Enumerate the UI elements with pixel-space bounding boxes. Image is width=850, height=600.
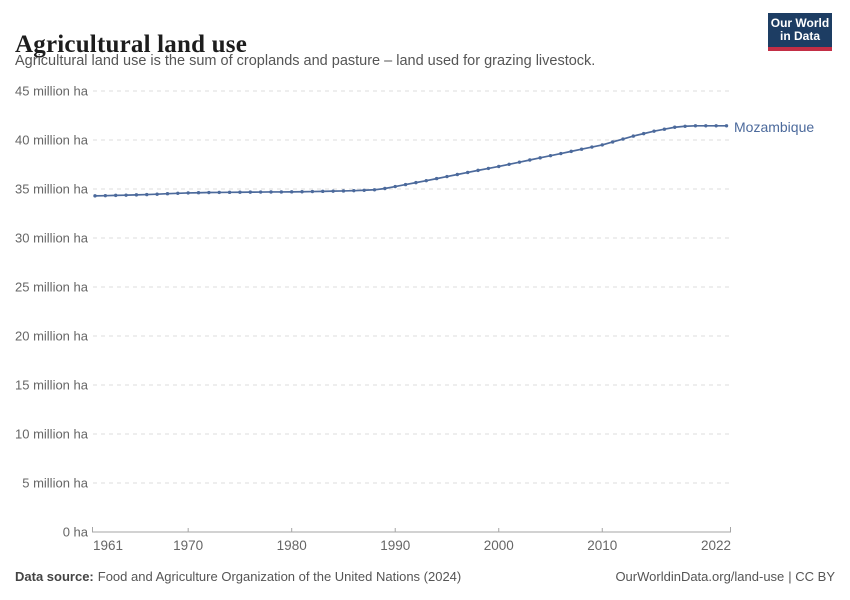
data-point <box>507 162 511 167</box>
y-axis-tick-label: 35 million ha <box>15 182 89 197</box>
data-point <box>465 170 470 175</box>
chart-footer: Data source: Food and Agriculture Organiz… <box>15 569 835 584</box>
data-point <box>300 190 304 194</box>
data-point <box>362 188 366 192</box>
data-point <box>238 190 242 194</box>
data-point <box>258 190 263 194</box>
data-point <box>673 125 677 129</box>
data-point <box>476 168 480 173</box>
data-point <box>590 145 594 149</box>
x-axis-tick-label: 1970 <box>173 538 203 553</box>
data-point <box>372 188 377 192</box>
data-point <box>662 127 667 131</box>
owid-logo[interactable]: Our World in Data <box>768 13 832 51</box>
chart-title: Agricultural land use <box>15 30 247 58</box>
x-axis-tick-label: 2000 <box>484 538 514 553</box>
data-point <box>186 191 190 195</box>
data-point <box>683 124 687 128</box>
data-point <box>207 190 211 195</box>
data-point <box>414 180 418 185</box>
data-point <box>279 190 284 194</box>
data-point <box>610 140 615 144</box>
y-axis-tick-label: 25 million ha <box>15 280 89 295</box>
data-point <box>724 124 729 128</box>
x-axis-tick-label: 1961 <box>93 538 123 553</box>
y-axis-tick-label: 45 million ha <box>15 84 89 99</box>
owid-logo-line1: Our World <box>770 16 830 30</box>
data-point <box>714 124 718 128</box>
data-point <box>321 189 325 194</box>
data-point <box>289 190 294 194</box>
owid-logo-line2: in Data <box>779 29 820 43</box>
y-axis-tick-label: 20 million ha <box>15 329 89 344</box>
data-line <box>94 124 727 197</box>
data-point <box>559 151 563 156</box>
data-source-note: Data source: Food and Agriculture Organiz… <box>15 569 461 584</box>
data-point <box>652 129 656 133</box>
data-point <box>227 190 232 195</box>
data-point <box>393 184 397 189</box>
footer-attribution: OurWorldinData.org/land-use | CC BY <box>615 569 835 584</box>
data-point <box>600 143 604 147</box>
data-source-text: Food and Agriculture Organization of the… <box>97 569 462 584</box>
series-label-mozambique: Mozambique <box>734 119 815 135</box>
data-point <box>352 188 356 193</box>
data-point <box>134 193 139 197</box>
data-point <box>528 158 532 162</box>
data-point <box>269 190 273 194</box>
data-point <box>631 134 636 138</box>
data-point <box>693 124 698 128</box>
y-axis-tick-label: 40 million ha <box>15 133 89 148</box>
y-axis-tick-label: 5 million ha <box>22 476 89 491</box>
data-point <box>124 193 128 197</box>
footer-url-link[interactable]: OurWorldinData.org/land-use <box>615 569 785 584</box>
data-point <box>196 191 201 195</box>
footer-license: | CC BY <box>788 569 835 584</box>
x-axis-tick-label: 1980 <box>277 538 307 553</box>
data-point <box>310 189 315 194</box>
data-point <box>145 192 149 197</box>
x-axis-tick-label: 2010 <box>587 538 617 553</box>
data-point <box>641 131 646 136</box>
data-source-label: Data source: <box>15 569 94 584</box>
data-point <box>93 194 97 198</box>
data-point <box>248 190 252 194</box>
data-point <box>445 174 449 179</box>
data-point <box>434 176 439 181</box>
data-point <box>569 149 573 154</box>
data-point <box>103 193 108 198</box>
data-point <box>704 124 708 128</box>
data-point <box>165 192 170 196</box>
data-point <box>621 137 625 141</box>
data-point <box>176 191 180 196</box>
data-point <box>579 147 584 151</box>
data-point <box>486 166 491 171</box>
data-point <box>538 156 542 160</box>
data-point <box>517 160 522 164</box>
data-point <box>455 172 460 177</box>
y-axis-tick-label: 0 ha <box>63 525 89 540</box>
data-point <box>548 153 553 158</box>
data-point <box>155 192 159 196</box>
y-axis-tick-label: 15 million ha <box>15 378 89 393</box>
data-point <box>331 189 335 193</box>
data-point <box>424 178 428 183</box>
data-point <box>497 164 501 169</box>
data-point <box>217 190 221 195</box>
data-point <box>403 182 408 187</box>
y-axis-tick-label: 10 million ha <box>15 427 89 442</box>
y-axis-tick-label: 30 million ha <box>15 231 89 246</box>
data-point <box>114 193 118 198</box>
chart-subtitle: Agricultural land use is the sum of crop… <box>15 53 596 69</box>
x-axis-tick-label: 1990 <box>380 538 410 553</box>
data-point <box>341 189 346 193</box>
x-axis-tick-label: 2022 <box>701 538 731 553</box>
data-point <box>383 186 387 191</box>
